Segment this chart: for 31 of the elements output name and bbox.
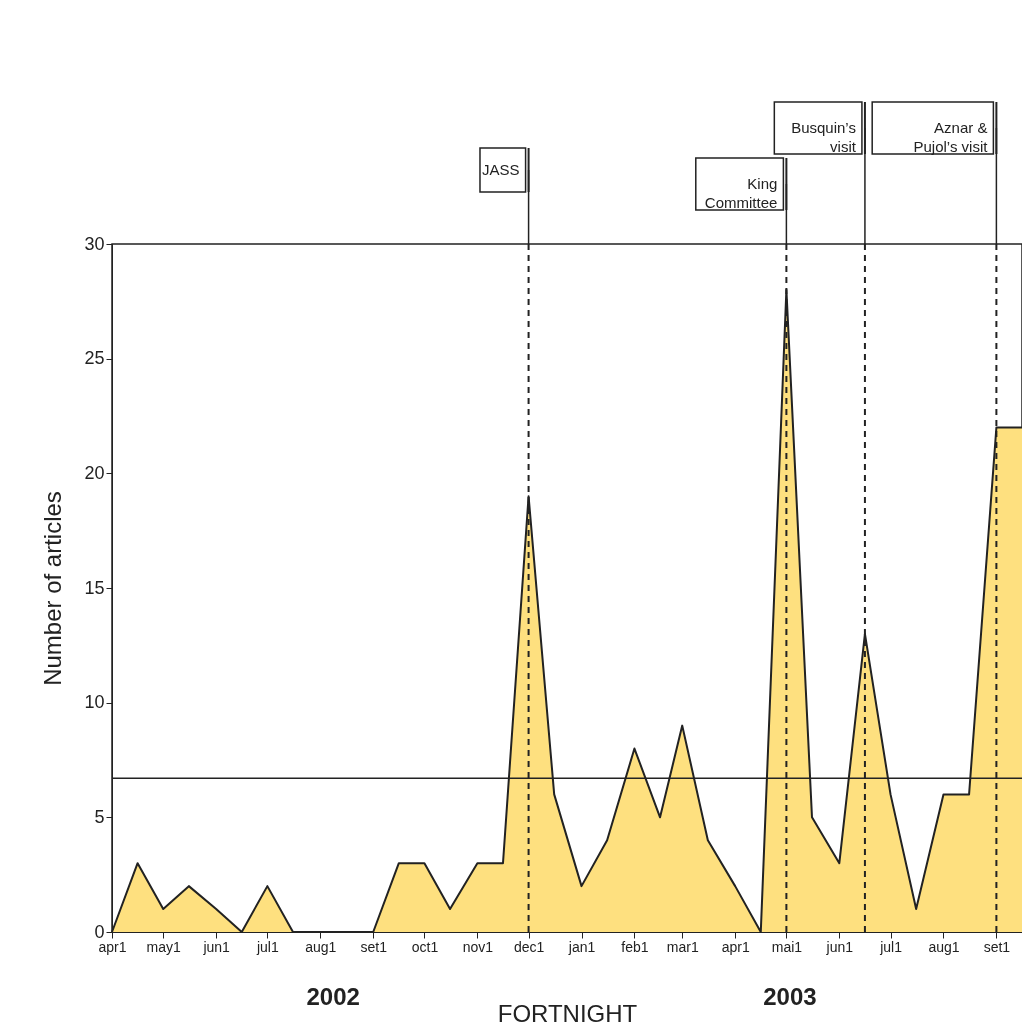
x-tick-label: nov1 [462, 938, 494, 955]
x-tick-label: jul1 [255, 938, 279, 955]
text: 2002 [306, 983, 360, 1010]
x-tick-label: aug1 [305, 938, 337, 955]
y-tick-label: 20 [84, 462, 105, 483]
x-tick-label: oct1 [411, 938, 439, 955]
y-tick-label: 30 [84, 233, 105, 254]
ref-line-label: King Committee [704, 175, 778, 211]
x-tick-label: set1 [983, 938, 1011, 955]
y-tick-label: 5 [94, 806, 105, 827]
x-tick-label: jun1 [202, 938, 231, 955]
x-tick-label: aug1 [928, 938, 960, 955]
x-tick-label: jun1 [825, 938, 854, 955]
x-axis-title: FORTNIGHT [497, 999, 638, 1027]
x-tick-label: dec1 [513, 938, 545, 955]
x-tick-label: jul1 [879, 938, 903, 955]
y-axis-title: Number of articles [39, 491, 67, 686]
x-tick-label: may1 [146, 938, 182, 955]
x-tick-label: mar1 [666, 938, 699, 955]
x-tick-label: apr1 [721, 938, 750, 955]
y-tick-label: 15 [84, 577, 105, 598]
ref-line-label: Busquin’s visit [791, 119, 857, 155]
x-tick-label: jan1 [567, 938, 596, 955]
x-tick-label: feb1 [621, 938, 649, 955]
y-tick-label: 25 [84, 348, 105, 369]
ref-line-label: JASS [482, 161, 520, 178]
text: 2003 [763, 983, 817, 1010]
y-tick-label: 10 [84, 692, 105, 713]
ref-line-label: Aznar & Pujol’s visit [913, 119, 989, 155]
x-tick-label: mai1 [771, 938, 803, 955]
x-tick-label: set1 [360, 938, 388, 955]
